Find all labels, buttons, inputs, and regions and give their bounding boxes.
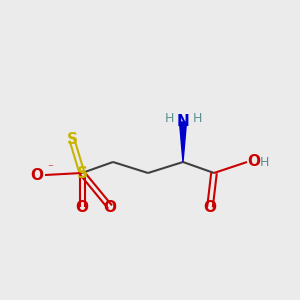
Polygon shape [179, 122, 187, 162]
Text: O: O [76, 200, 88, 214]
Text: S: S [76, 166, 88, 181]
Text: O: O [203, 200, 217, 214]
Text: H: H [164, 112, 174, 125]
Text: ⁻: ⁻ [47, 163, 53, 173]
Text: O: O [247, 154, 260, 169]
Text: N: N [177, 115, 189, 130]
Text: O: O [103, 200, 116, 214]
Text: H: H [260, 157, 269, 169]
Text: O: O [30, 167, 43, 182]
Text: S: S [67, 133, 77, 148]
Text: H: H [192, 112, 202, 125]
